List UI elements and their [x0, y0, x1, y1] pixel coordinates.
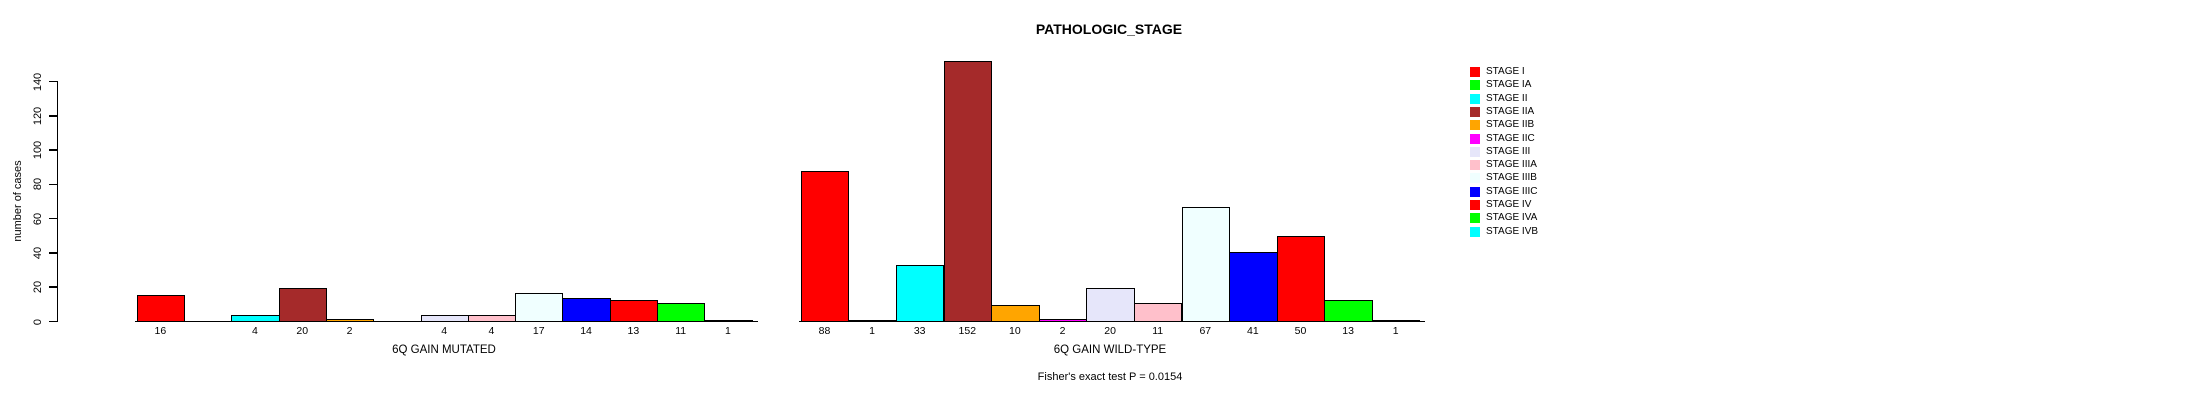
bar-value-label: 50: [1294, 325, 1307, 337]
bar-value-label: 1: [1392, 325, 1399, 337]
bar-value-label: 4: [488, 325, 495, 337]
bar-value-label: 13: [627, 325, 640, 337]
y-axis-tick: [49, 183, 57, 186]
x-axis-group-label-mutated: 6Q GAIN MUTATED: [392, 344, 496, 356]
legend-color-swatch: [1470, 80, 1480, 91]
y-axis-tick: [49, 320, 57, 323]
bar-stage-iib: [325, 318, 375, 322]
bar-stage-iv: [1276, 236, 1326, 322]
bar-value-label: 20: [1104, 325, 1116, 337]
bar-stage-iiib: [515, 292, 564, 322]
legend-color-swatch: [1470, 200, 1480, 210]
bar-value-label: 20: [296, 325, 309, 337]
bar-stage-iiia: [467, 315, 517, 322]
legend-label: STAGE III: [1486, 145, 1531, 157]
bar-value-label: 41: [1247, 325, 1259, 337]
bar-stage-iiic: [1229, 251, 1278, 322]
legend-label: STAGE IA: [1486, 79, 1532, 91]
x-axis-group-label-wild-type: 6Q GAIN WILD-TYPE: [1053, 344, 1167, 356]
bar-stage-i: [800, 171, 850, 322]
legend-label: STAGE IIB: [1486, 119, 1535, 131]
bar-stage-ia: [848, 320, 897, 322]
bar-value-label: 4: [252, 325, 258, 337]
bar-value-label: 33: [913, 325, 926, 337]
bar-value-label: 11: [675, 325, 687, 337]
bar-stage-iia: [278, 287, 327, 322]
y-axis-tick: [49, 80, 57, 83]
y-axis-tick: [49, 252, 57, 254]
legend-color-swatch: [1470, 93, 1480, 104]
bar-value-label: 14: [580, 325, 592, 337]
bar-value-label: 152: [958, 325, 977, 337]
legend-color-swatch: [1470, 213, 1480, 224]
bar-stage-iiib: [1181, 207, 1231, 322]
y-axis-line: [56, 81, 59, 322]
bar-stage-ii: [895, 265, 945, 322]
bar-value-label: 10: [1009, 325, 1021, 337]
bar-value-label: 67: [1199, 325, 1212, 337]
y-axis-title: number of cases: [12, 160, 24, 242]
bar-stage-iva: [1324, 299, 1373, 322]
bar-value-label: 17: [532, 325, 545, 337]
chart-title: PATHOLOGIC_STAGE: [1035, 21, 1183, 37]
bar-stage-iia: [943, 61, 993, 322]
y-axis-tick-label: 100: [32, 140, 44, 160]
bar-stage-iiic: [562, 298, 611, 322]
legend-label: STAGE IIIB: [1486, 172, 1537, 184]
legend-label: STAGE I: [1486, 66, 1525, 77]
bar-value-label: 4: [441, 325, 448, 337]
y-axis-tick: [49, 217, 57, 220]
legend-label: STAGE IIIA: [1486, 159, 1537, 171]
y-axis-tick-label: 40: [32, 246, 44, 260]
legend-color-swatch: [1470, 173, 1480, 184]
legend-label: STAGE IVA: [1486, 212, 1538, 224]
legend-label: STAGE IIC: [1486, 132, 1535, 144]
bar-stage-iv: [609, 299, 658, 322]
legend-color-swatch: [1470, 186, 1480, 197]
legend-label: STAGE IVB: [1486, 225, 1539, 237]
legend-label: STAGE II: [1486, 92, 1528, 104]
bar-stage-iib: [991, 304, 1040, 322]
legend-color-swatch: [1470, 106, 1480, 117]
y-axis-tick: [49, 149, 57, 151]
bar-value-label: 2: [1059, 325, 1066, 337]
y-axis-tick-label: 60: [32, 212, 44, 225]
bar-value-label: 11: [1152, 325, 1164, 337]
y-axis-tick-label: 20: [32, 281, 44, 294]
legend-color-swatch: [1470, 146, 1480, 157]
legend-label: STAGE IIIC: [1486, 185, 1538, 197]
bar-value-label: 2: [346, 325, 353, 337]
bar-stage-ii: [231, 315, 280, 322]
legend-label: STAGE IV: [1486, 199, 1532, 210]
bar-stage-iic: [1038, 318, 1088, 322]
bar-value-label: 16: [154, 325, 167, 337]
y-axis-tick-label: 140: [32, 72, 44, 91]
legend-color-swatch: [1470, 226, 1480, 237]
legend-color-swatch: [1470, 120, 1480, 131]
bar-stage-i: [136, 294, 185, 322]
bar-stage-ivb: [1371, 320, 1421, 322]
bar-stage-iva: [657, 303, 706, 322]
legend-color-swatch: [1470, 160, 1480, 171]
y-axis-tick: [49, 286, 57, 288]
bar-stage-iii: [420, 315, 469, 322]
bar-value-label: 1: [869, 325, 876, 337]
legend-color-swatch: [1470, 67, 1480, 77]
legend-color-swatch: [1470, 133, 1480, 144]
bar-value-label: 1: [725, 325, 731, 337]
bar-value-label: 88: [818, 325, 831, 337]
bar-stage-iii: [1086, 287, 1135, 322]
y-axis-tick-label: 80: [32, 178, 44, 191]
bar-value-label: 13: [1342, 325, 1354, 337]
stat-annotation: Fisher's exact test P = 0.0154: [1037, 371, 1183, 383]
bar-stage-iiia: [1133, 303, 1183, 322]
bar-stage-ivb: [704, 320, 753, 322]
legend-label: STAGE IIA: [1486, 105, 1535, 117]
y-axis-tick-label: 120: [32, 106, 44, 125]
y-axis-tick: [49, 114, 57, 117]
y-axis-tick-label: 0: [32, 318, 44, 325]
